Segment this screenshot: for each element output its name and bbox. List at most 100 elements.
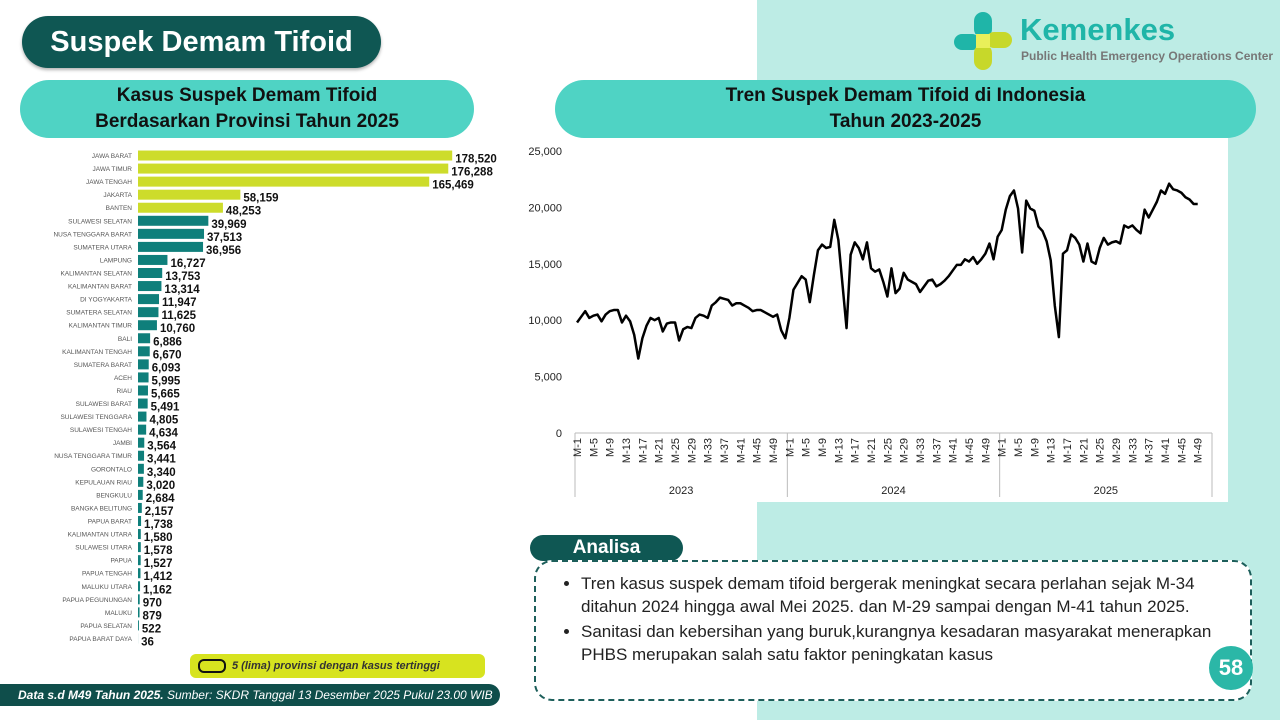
y-tick-label: RIAU bbox=[116, 388, 132, 395]
data-label: 2,157 bbox=[145, 506, 174, 518]
data-label: 6,886 bbox=[153, 336, 182, 348]
logo-text: Kemenkes bbox=[1020, 12, 1176, 47]
y-tick-label: SUMATERA SELATAN bbox=[66, 310, 132, 317]
bar bbox=[138, 372, 149, 383]
bar bbox=[138, 150, 453, 161]
bar bbox=[138, 568, 141, 579]
bar bbox=[138, 241, 204, 252]
data-label: 1,580 bbox=[144, 532, 173, 544]
x-tick-label: M-13 bbox=[833, 438, 845, 463]
y-tick-label: SULAWESI UTARA bbox=[75, 545, 132, 552]
data-label: 4,805 bbox=[149, 415, 178, 427]
y-tick-label: ACEH bbox=[114, 375, 132, 382]
data-label: 4,634 bbox=[149, 428, 178, 440]
y-tick-label: BALI bbox=[118, 336, 132, 343]
x-tick-label: M-21 bbox=[1078, 438, 1090, 463]
data-label: 3,441 bbox=[147, 454, 176, 466]
data-label: 178,520 bbox=[455, 154, 497, 166]
x-tick-label: M-33 bbox=[703, 438, 715, 463]
bar bbox=[138, 489, 143, 500]
y-tick-label: PAPUA PEGUNUNGAN bbox=[62, 597, 132, 604]
x-tick-label: M-9 bbox=[817, 438, 829, 457]
bar bbox=[138, 215, 209, 226]
y-tick-label: LAMPUNG bbox=[100, 257, 132, 264]
bar bbox=[138, 202, 223, 213]
bar bbox=[138, 555, 141, 566]
x-tick-label: M-41 bbox=[1160, 438, 1172, 463]
x-tick-label: M-5 bbox=[1013, 438, 1025, 457]
bar bbox=[138, 424, 147, 435]
y-tick-label: JAWA TIMUR bbox=[93, 166, 133, 173]
y-tick-label: JAMBI bbox=[113, 440, 132, 447]
y-tick-label: BANTEN bbox=[106, 205, 133, 212]
line bbox=[576, 182, 1198, 360]
analysis-title: Analisa bbox=[530, 535, 683, 561]
x-tick-label: M-29 bbox=[686, 438, 698, 463]
analysis-item: Tren kasus suspek demam tifoid bergerak … bbox=[581, 572, 1220, 618]
line-chart-panel bbox=[520, 138, 1228, 502]
bar bbox=[138, 620, 139, 631]
data-label: 1,738 bbox=[144, 519, 173, 531]
bar bbox=[138, 268, 163, 278]
bar bbox=[138, 398, 148, 409]
page-number: 58 bbox=[1209, 646, 1253, 690]
data-label: 16,727 bbox=[170, 258, 205, 270]
data-label: 1,162 bbox=[143, 584, 172, 596]
bar bbox=[138, 463, 144, 474]
x-tick-label: M-33 bbox=[915, 438, 927, 463]
bar bbox=[138, 294, 160, 305]
bar bbox=[138, 385, 148, 396]
y-tick-label: 15,000 bbox=[528, 259, 562, 271]
legend: 5 (lima) provinsi dengan kasus tertinggi bbox=[190, 654, 485, 678]
data-label: 3,340 bbox=[147, 467, 176, 479]
bar bbox=[138, 437, 145, 448]
x-tick-label: M-45 bbox=[1176, 438, 1188, 463]
y-tick-label: GORONTALO bbox=[91, 466, 132, 473]
page-title: Suspek Demam Tifoid bbox=[22, 16, 381, 68]
logo-shape bbox=[974, 44, 992, 70]
x-tick-label: M-5 bbox=[588, 438, 600, 457]
y-tick-label: PAPUA BARAT DAYA bbox=[69, 636, 132, 643]
y-tick-label: 20,000 bbox=[528, 202, 562, 214]
x-tick-label: M-37 bbox=[719, 438, 731, 463]
x-tick-label: M-41 bbox=[735, 438, 747, 463]
group-label: 2023 bbox=[669, 485, 693, 497]
bar bbox=[138, 189, 241, 200]
bar bbox=[138, 307, 159, 318]
analysis-item: Sanitasi dan kebersihan yang buruk,kuran… bbox=[581, 620, 1220, 666]
y-tick-label: KALIMANTAN SELATAN bbox=[60, 271, 132, 278]
x-tick-label: M-37 bbox=[931, 438, 943, 463]
data-label: 11,625 bbox=[161, 310, 196, 322]
data-label: 10,760 bbox=[160, 323, 195, 335]
bar bbox=[138, 502, 142, 513]
data-label: 13,314 bbox=[164, 284, 200, 296]
analysis-list: Tren kasus suspek demam tifoid bergerak … bbox=[581, 572, 1220, 666]
bar-chart-title: Kasus Suspek Demam Tifoid Berdasarkan Pr… bbox=[95, 85, 399, 132]
bar bbox=[138, 333, 151, 344]
bar bbox=[138, 281, 162, 292]
group-label: 2024 bbox=[881, 485, 905, 497]
x-tick-label: M-25 bbox=[670, 438, 682, 463]
data-label: 879 bbox=[143, 610, 162, 622]
footer: Data s.d M49 Tahun 2025. Sumber: SKDR Ta… bbox=[0, 684, 500, 706]
x-tick-label: M-45 bbox=[752, 438, 764, 463]
line-chart-title: Tren Suspek Demam Tifoid di Indonesia Ta… bbox=[725, 85, 1086, 132]
group-label: 2025 bbox=[1094, 485, 1118, 497]
data-label: 1,412 bbox=[143, 571, 172, 583]
data-label: 48,253 bbox=[226, 206, 261, 218]
legend-icon bbox=[198, 659, 226, 673]
x-tick-label: M-21 bbox=[866, 438, 878, 463]
y-tick-label: KEPULAUAN RIAU bbox=[75, 479, 132, 486]
y-tick-label: KALIMANTAN TENGAH bbox=[62, 349, 132, 356]
bar-chart-title-pill: Kasus Suspek Demam Tifoid Berdasarkan Pr… bbox=[20, 80, 474, 138]
x-tick-label: M-25 bbox=[1095, 438, 1107, 463]
footer-note: Data s.d M49 Tahun 2025. bbox=[18, 688, 164, 702]
bar bbox=[138, 450, 145, 461]
data-label: 36 bbox=[141, 636, 154, 648]
y-tick-label: PAPUA TENGAH bbox=[82, 571, 132, 578]
x-tick-label: M-9 bbox=[1029, 438, 1041, 457]
data-label: 58,159 bbox=[243, 193, 278, 205]
x-tick-label: M-13 bbox=[1046, 438, 1058, 463]
data-label: 176,288 bbox=[451, 167, 493, 179]
